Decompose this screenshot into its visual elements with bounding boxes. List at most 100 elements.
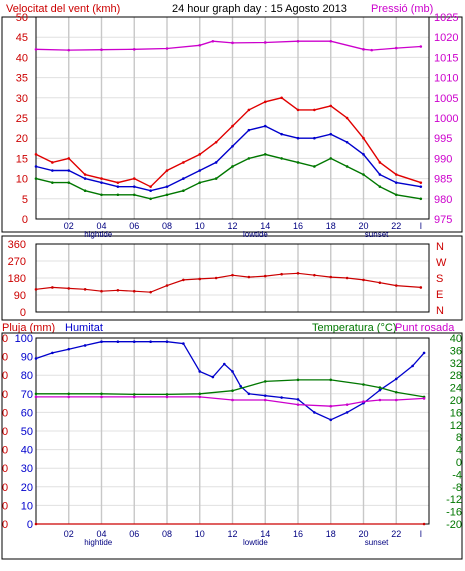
- rain-tick-label: 0: [2, 500, 8, 512]
- x-marker-lowtide: lowtide: [243, 538, 268, 547]
- wind-tick-label: 5: [22, 194, 28, 206]
- humidity-tick-label: 70: [21, 389, 33, 401]
- rain-tick-label: 0: [2, 370, 8, 382]
- wind-axis-title: Velocitat del vent (kmh): [6, 3, 120, 15]
- hour-tick-label: 12: [227, 529, 237, 539]
- hour-tick-label: 20: [358, 529, 368, 539]
- hour-tick-label: 06: [129, 529, 139, 539]
- hour-tick-label: 04: [96, 529, 106, 539]
- humidity-tick-label: 60: [21, 407, 33, 419]
- direction-tick-label: 360: [8, 239, 26, 251]
- rain-tick-label: 0: [2, 482, 8, 494]
- rain-tick-label: 0: [2, 519, 8, 531]
- hour-tick-label: 08: [162, 529, 172, 539]
- rain-tick-label: 0: [2, 463, 8, 475]
- temperature-tick-label: 28: [450, 370, 462, 382]
- compass-label: W: [436, 257, 447, 269]
- rain-tick-label: 0: [2, 352, 8, 364]
- hour-tick-label: 16: [293, 529, 303, 539]
- rain-axis-title: Pluja (mm): [2, 322, 55, 334]
- direction-tick-label: 0: [20, 307, 26, 319]
- x-marker-sunset: sunset: [365, 538, 389, 547]
- humidity-tick-label: 80: [21, 370, 33, 382]
- temperature-tick-label: 40: [450, 333, 462, 345]
- hour-tick-label: 16: [293, 221, 303, 231]
- hour-tick-label: 14: [260, 529, 270, 539]
- temperature-tick-label: -8: [452, 482, 462, 494]
- wind-speed-line: [35, 153, 421, 200]
- x-marker-lowtide: lowtide: [243, 230, 268, 239]
- temperature-tick-label: -4: [452, 469, 462, 481]
- wind-tick-label: 40: [16, 52, 28, 64]
- humidity-tick-label: 100: [15, 333, 33, 345]
- direction-tick-label: 180: [8, 273, 26, 285]
- temperature-tick-label: -12: [446, 494, 462, 506]
- hour-tick-label: l: [420, 529, 422, 539]
- wind-tick-label: 30: [16, 93, 28, 105]
- hour-tick-label: 12: [227, 221, 237, 231]
- dew-point-axis-title: Punt rosada: [395, 322, 455, 334]
- pressure-tick-label: 1005: [434, 93, 458, 105]
- wind-tick-label: 25: [16, 113, 28, 125]
- hour-tick-label: 18: [326, 221, 336, 231]
- hour-tick-label: 02: [64, 529, 74, 539]
- pressure-tick-label: 980: [434, 194, 452, 206]
- pressure-tick-label: 990: [434, 153, 452, 165]
- wind-pressure-line: [35, 40, 421, 51]
- humidity-tick-label: 90: [21, 352, 33, 364]
- series-humidity-line: [35, 341, 425, 421]
- hour-tick-label: 04: [96, 221, 106, 231]
- humidity-axis-title: Humitat: [65, 322, 103, 334]
- pressure-tick-label: 1015: [434, 52, 458, 64]
- temperature-tick-label: 20: [450, 395, 462, 407]
- humidity-tick-label: 20: [21, 482, 33, 494]
- compass-label: N: [436, 305, 444, 317]
- humidity-panel-frame: [1, 332, 463, 560]
- pressure-tick-label: 985: [434, 174, 452, 186]
- direction-tick-label: 270: [8, 256, 26, 268]
- direction-panel-frame: [1, 235, 463, 321]
- compass-label: E: [436, 289, 443, 301]
- hour-tick-label: 14: [260, 221, 270, 231]
- wind-tick-label: 15: [16, 153, 28, 165]
- wind-avg-line: [35, 125, 421, 192]
- temperature-tick-label: 0: [456, 457, 462, 469]
- temperature-axis-title: Temperatura (°C): [312, 322, 396, 334]
- hour-tick-label: 10: [195, 221, 205, 231]
- humidity-tick-label: 0: [27, 519, 33, 531]
- direction-line: [35, 272, 421, 293]
- temperature-tick-label: -20: [446, 519, 462, 531]
- compass-label: N: [436, 241, 444, 253]
- temperature-tick-label: 36: [450, 345, 462, 357]
- compass-label: S: [436, 273, 443, 285]
- wind-tick-label: 10: [16, 174, 28, 186]
- temperature-tick-label: 16: [450, 407, 462, 419]
- rain-tick-label: 0: [2, 333, 8, 345]
- direction-tick-label: 90: [14, 290, 26, 302]
- wind-tick-label: 45: [16, 32, 28, 44]
- hour-tick-label: 02: [64, 221, 74, 231]
- x-marker-sunset: sunset: [365, 230, 389, 239]
- rain-tick-label: 0: [2, 389, 8, 401]
- hour-tick-label: 18: [326, 529, 336, 539]
- series-dew_point-line: [36, 396, 425, 407]
- direction-plot-area: [35, 243, 430, 313]
- pressure-tick-label: 995: [434, 133, 452, 145]
- pressure-tick-label: 1000: [434, 113, 458, 125]
- x-marker-hightide: hightide: [84, 230, 113, 239]
- hour-tick-label: 22: [391, 529, 401, 539]
- wind-tick-label: 0: [22, 214, 28, 226]
- pressure-tick-label: 1020: [434, 32, 458, 44]
- wind-gust-line: [35, 97, 422, 188]
- pressure-axis-title: Pressió (mb): [371, 3, 433, 15]
- wind-tick-label: 50: [16, 12, 28, 24]
- wind-plot-area: [35, 16, 430, 220]
- rain-tick-label: 0: [2, 407, 8, 419]
- hour-tick-label: l: [420, 221, 422, 231]
- pressure-tick-label: 1025: [434, 12, 458, 24]
- wind-tick-label: 35: [16, 73, 28, 85]
- pressure-tick-label: 1010: [434, 73, 458, 85]
- temperature-tick-label: 4: [456, 445, 462, 457]
- pressure-tick-label: 975: [434, 214, 452, 226]
